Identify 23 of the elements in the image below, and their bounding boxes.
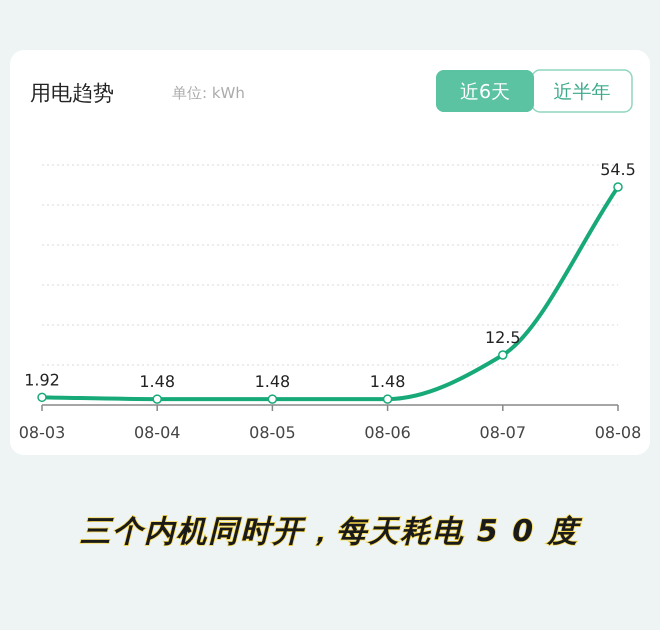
x-tick-label: 08-05 — [249, 423, 296, 442]
text: 近半年 — [554, 81, 610, 103]
x-tick-label: 08-07 — [480, 423, 526, 442]
point — [382, 394, 392, 404]
data-label: 1.48 — [139, 372, 176, 392]
data-label: 1.92 — [24, 370, 60, 390]
x-tick-label: 08-04 — [134, 423, 180, 442]
data-label: 1.48 — [254, 372, 290, 392]
chart-subtitle: 单位: kWh — [172, 84, 245, 102]
x-tick-label: 08-03 — [18, 423, 66, 442]
data-label: 1.48 — [370, 372, 406, 392]
point — [37, 392, 47, 402]
data-label: 54.5 — [600, 160, 636, 179]
point — [613, 182, 623, 192]
text: 近6天 — [460, 81, 510, 103]
point — [152, 394, 162, 404]
chart-title: 用电趋势 — [30, 81, 114, 105]
x-tick-label: 08-08 — [594, 423, 642, 442]
x-tick-label: 08-06 — [364, 423, 411, 442]
text: 三个内机同时开，每天耗电 5 0 度 — [79, 514, 583, 549]
point — [268, 394, 278, 404]
point — [498, 350, 508, 360]
data-label: 12.5 — [484, 328, 521, 347]
